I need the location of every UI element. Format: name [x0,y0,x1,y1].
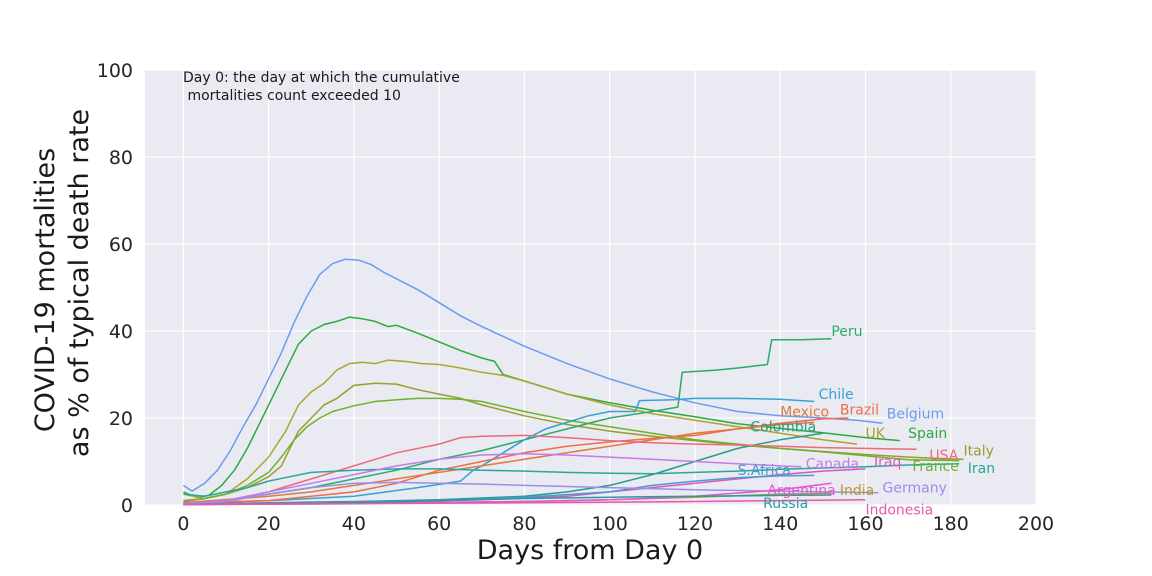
x-tick-labels: 0 20 40 60 80 100 120 140 160 180 200 [177,513,1054,535]
annotation-line-2: mortalities count exceeded 10 [183,88,401,104]
series-line-canada [183,452,802,505]
series-label-iran: Iran [968,461,995,477]
y-tick-label: 20 [109,408,133,430]
annotation-line-1: Day 0: the day at which the cumulative [183,70,460,86]
series-line-russia [183,494,832,506]
series-label-belgium: Belgium [887,407,944,423]
x-tick-label: 100 [592,513,628,535]
y-axis-label-line-2: as % of typical death rate [64,109,95,457]
series-label-colombia: Colombia [750,420,816,436]
x-tick-label: 140 [762,513,798,535]
series-label-peru: Peru [831,324,862,340]
series-label-uk: UK [865,426,885,442]
series-lines [182,258,964,506]
series-line-spain [183,316,900,498]
series-label-chile: Chile [819,387,854,403]
x-tick-label: 60 [427,513,451,535]
series-label-spain: Spain [908,426,947,442]
x-tick-label: 120 [677,513,713,535]
grid [145,69,1037,506]
x-tick-label: 80 [512,513,536,535]
series-line-brazil [183,417,849,504]
y-tick-labels: 0 20 40 60 80 100 [97,60,133,517]
y-tick-label: 80 [109,147,133,169]
series-label-s-africa: S.Africa [738,463,791,479]
series-label-mexico: Mexico [780,404,829,420]
y-tick-label: 40 [109,321,133,343]
series-line-iran [183,462,960,498]
series-label-india: India [840,483,874,499]
series-label-brazil: Brazil [840,402,879,418]
series-line-uk [183,359,857,500]
x-tick-label: 20 [257,513,281,535]
x-tick-label: 200 [1018,513,1054,535]
series-label-usa: USA [929,448,958,464]
series-line-usa [183,434,917,504]
x-axis-label: Days from Day 0 [477,535,703,566]
y-tick-label: 0 [121,495,133,517]
x-tick-label: 180 [933,513,969,535]
series-line-chile [183,397,815,505]
series-line-indonesia [183,499,866,506]
x-tick-label: 160 [847,513,883,535]
series-line-belgium [182,258,883,492]
y-axis-label-line-1: COVID-19 mortalities [30,148,61,432]
x-tick-label: 40 [342,513,366,535]
series-line-germany [183,481,879,505]
series-line-mexico [183,421,815,504]
series-label-iraq: Iraq [874,455,901,471]
series-label-germany: Germany [883,481,947,497]
y-tick-label: 100 [97,60,133,82]
series-label-russia: Russia [763,496,808,512]
x-tick-label: 0 [177,513,189,535]
series-label-canada: Canada [806,457,859,473]
series-label-italy: Italy [964,444,994,460]
series-label-indonesia: Indonesia [865,502,933,518]
series-labels: Belgium Spain UK Italy France Peru ChileBrazil… [738,324,996,518]
series-label-argentina: Argentina [767,483,835,499]
y-tick-label: 60 [109,234,133,256]
plot-area [145,70,1036,505]
series-label-france: France [912,459,959,475]
